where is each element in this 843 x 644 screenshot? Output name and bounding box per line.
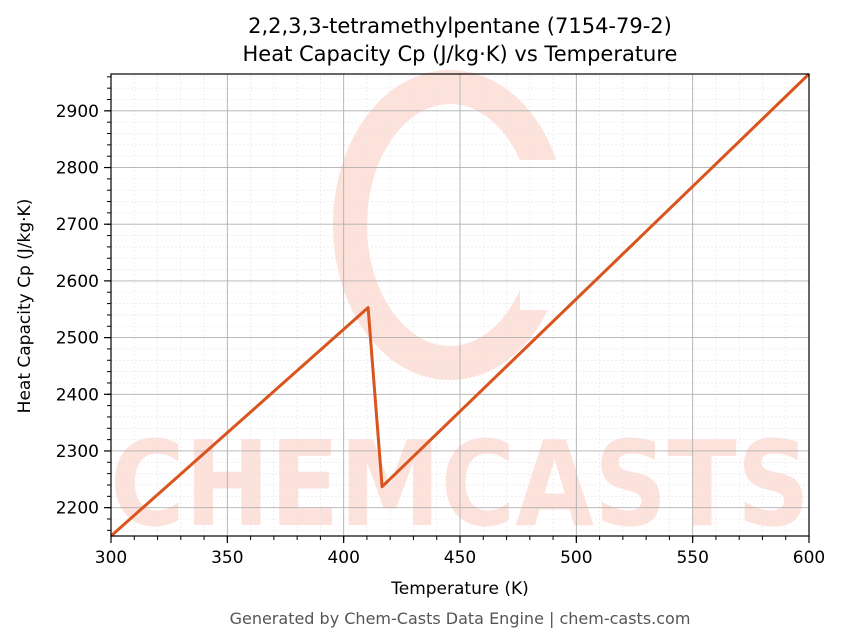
y-tick-label: 2400 (56, 385, 99, 405)
major-grid (110, 74, 810, 536)
y-tick-label: 2900 (56, 102, 99, 122)
y-tick-label: 2600 (56, 272, 99, 292)
y-axis-tick-labels: 2200 2300 2400 2500 2600 2700 2800 2900 (56, 102, 99, 519)
y-tick-label: 2700 (56, 215, 99, 235)
x-tick-label: 450 (444, 548, 476, 568)
y-tick-label: 2500 (56, 329, 99, 349)
y-tick-label: 2200 (56, 499, 99, 519)
x-axis-tick-labels: 300 350 400 450 500 550 600 (95, 548, 825, 568)
chart-title: 2,2,3,3-tetramethylpentane (7154-79-2) (248, 14, 672, 38)
x-axis-label: Temperature (K) (390, 579, 529, 599)
watermark-logo-icon (333, 70, 600, 380)
x-tick-label: 350 (211, 548, 243, 568)
y-tick-label: 2300 (56, 442, 99, 462)
x-tick-label: 300 (95, 548, 127, 568)
axis-ticks (104, 76, 810, 543)
y-tick-label: 2800 (56, 159, 99, 179)
chart-subtitle: Heat Capacity Cp (J/kg·K) vs Temperature (243, 42, 678, 66)
footer-credit: Generated by Chem-Casts Data Engine | ch… (230, 609, 691, 628)
x-tick-label: 600 (793, 548, 825, 568)
x-tick-label: 550 (676, 548, 708, 568)
y-axis-label: Heat Capacity Cp (J/kg·K) (15, 199, 35, 414)
x-tick-label: 500 (560, 548, 592, 568)
x-tick-label: 400 (327, 548, 359, 568)
series-line (110, 72, 811, 538)
